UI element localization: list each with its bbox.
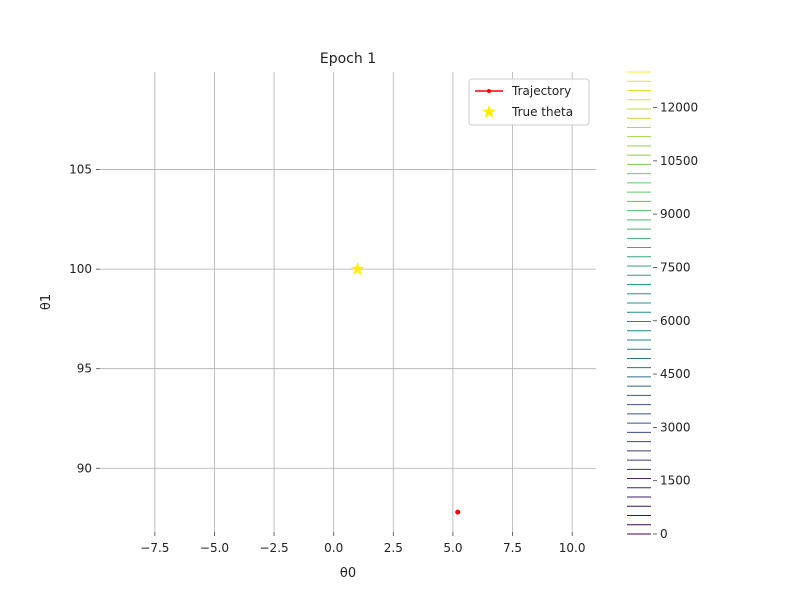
y-tick-label: 105 [69,163,92,177]
colorbar-tick-label: 0 [660,527,668,541]
legend-trajectory-dot [487,89,491,93]
colorbar-tick-label: 1500 [660,474,691,488]
y-tick-label: 95 [77,362,92,376]
y-axis-label: θ1 [39,294,54,310]
x-tick-label: −7.5 [140,541,169,555]
grid-lines [100,72,596,532]
chart-title: Epoch 1 [320,51,376,67]
axis-ticks: −7.5 −5.0 −2.5 0.0 2.5 5.0 7.5 10.0 90 95 100 105 [69,163,585,555]
colorbar-tick-label: 12000 [660,101,698,115]
x-tick-label: −5.0 [200,541,229,555]
x-tick-label: 2.5 [384,541,403,555]
x-axis-label: θ0 [340,566,356,581]
y-tick-label: 100 [69,262,92,276]
true-theta-star [350,262,365,275]
colorbar: 0 1500 3000 4500 6000 7500 9000 10500 12000 [627,71,698,541]
colorbar-tick-label: 4500 [660,367,691,381]
colorbar-tick-label: 6000 [660,314,691,328]
trajectory-point [455,509,461,515]
colorbar-tick-label: 10500 [660,154,698,168]
colorbar-tick-label: 9000 [660,207,691,221]
y-tick-label: 90 [77,461,92,475]
legend-true-theta-label: True theta [511,105,573,119]
x-tick-label: −2.5 [260,541,289,555]
markers [350,262,461,515]
colorbar-tick-label: 3000 [660,420,691,434]
colorbar-tick-label: 7500 [660,260,691,274]
legend-trajectory-label: Trajectory [511,84,571,98]
x-tick-label: 10.0 [559,541,586,555]
x-tick-label: 0.0 [324,541,343,555]
legend-star-icon [482,105,496,118]
legend: Trajectory True theta [468,78,590,126]
x-tick-label: 7.5 [503,541,522,555]
x-tick-label: 5.0 [443,541,462,555]
